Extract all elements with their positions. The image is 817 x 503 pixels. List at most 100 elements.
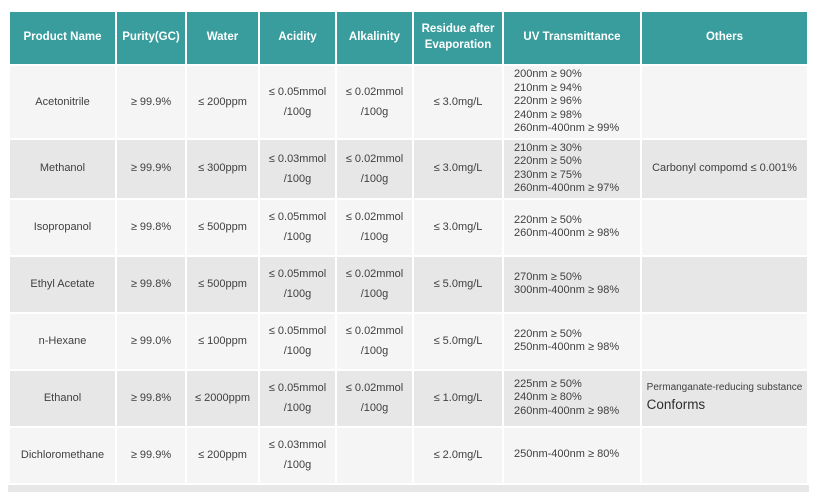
acidity-cell: ≤ 0.05mmol/100g: [260, 66, 335, 138]
spec-table-body: Acetonitrile ≥ 99.9% ≤ 200ppm ≤ 0.05mmol/10…: [10, 66, 807, 483]
value-line: /100g: [360, 402, 389, 414]
value-line: ≥ 99.8%: [130, 220, 172, 233]
value-line: ≤ 200ppm: [198, 448, 247, 461]
table-bottom-edge: [8, 484, 809, 492]
value-line: /100g: [283, 402, 312, 414]
product-name-cell: Ethanol: [10, 370, 115, 426]
value-line: 220nm ≥ 50%: [514, 155, 582, 167]
value-line: 220nm ≥ 50%: [514, 213, 582, 226]
acidity-cell: ≤ 0.05mmol/100g: [260, 370, 335, 426]
header-row: Product Name Purity(GC) Water Acidity Alkali…: [10, 12, 807, 64]
value-line: ≤ 500ppm: [198, 220, 247, 233]
value-line: ≤ 0.05mmol: [268, 268, 327, 280]
water-cell: ≤ 200ppm: [187, 427, 258, 483]
others-value: Conforms: [646, 397, 706, 412]
value-line: ≤ 500ppm: [198, 277, 247, 290]
value-line: /100g: [360, 345, 389, 357]
uv-transmittance-cell: 210nm ≥ 30% 220nm ≥ 50% 230nm ≥ 75% 260nm-4…: [504, 139, 640, 198]
table-row: Isopropanol ≥ 99.8% ≤ 500ppm ≤ 0.05mmol/100…: [10, 199, 807, 255]
alkalinity-cell: ≤ 0.02mmol/100g: [337, 256, 412, 312]
water-cell: ≤ 2000ppm: [187, 370, 258, 426]
acidity-cell: ≤ 0.03mmol/100g: [260, 427, 335, 483]
value-line: ≤ 0.02mmol: [345, 211, 404, 223]
value-line: 260nm-400nm ≥ 99%: [514, 122, 620, 134]
table-row: Methanol ≥ 99.9% ≤ 300ppm ≤ 0.03mmol/100g ≤ …: [10, 139, 807, 198]
acidity-cell: ≤ 0.03mmol/100g: [260, 139, 335, 198]
value-line: ≤ 0.02mmol: [345, 152, 404, 165]
acidity-cell: ≤ 0.05mmol/100g: [260, 199, 335, 255]
others-cell: Permanganate-reducing substance Conforms: [642, 370, 807, 426]
others-note: Permanganate-reducing substance: [646, 382, 803, 393]
alkalinity-cell: ≤ 0.02mmol/100g: [337, 370, 412, 426]
others-cell: [642, 199, 807, 255]
product-name-cell: Dichloromethane: [10, 427, 115, 483]
alkalinity-cell: ≤ 0.02mmol/100g: [337, 66, 412, 138]
value-line: Ethyl Acetate: [30, 277, 95, 290]
value-line: ≤ 0.05mmol: [268, 85, 327, 98]
value-line: /100g: [360, 288, 389, 300]
value-line: 200nm ≥ 90%: [514, 68, 582, 80]
residue-cell: ≤ 5.0mg/L: [414, 256, 502, 312]
value-line: Acetonitrile: [35, 95, 90, 108]
value-line: 240nm ≥ 80%: [514, 391, 582, 404]
value-line: ≤ 100ppm: [198, 334, 247, 347]
residue-cell: ≤ 1.0mg/L: [414, 370, 502, 426]
product-name-cell: Isopropanol: [10, 199, 115, 255]
value-line: /100g: [283, 172, 312, 185]
others-detail: Permanganate-reducing substance Conforms: [647, 382, 803, 414]
residue-cell: ≤ 3.0mg/L: [414, 139, 502, 198]
column-header: Water: [187, 12, 258, 64]
table-row: Acetonitrile ≥ 99.9% ≤ 200ppm ≤ 0.05mmol/10…: [10, 66, 807, 138]
uv-transmittance-cell: 270nm ≥ 50% 300nm-400nm ≥ 98%: [504, 256, 640, 312]
value-line: /100g: [283, 105, 312, 118]
uv-transmittance-cell: 220nm ≥ 50% 250nm-400nm ≥ 98%: [504, 313, 640, 369]
value-line: ≥ 99.8%: [130, 391, 172, 404]
value-line: 220nm ≥ 96%: [514, 95, 582, 107]
value-line: 210nm ≥ 30%: [514, 141, 582, 154]
residue-cell: ≤ 3.0mg/L: [414, 199, 502, 255]
value-line: ≤ 0.03mmol: [268, 152, 327, 165]
alkalinity-cell: ≤ 0.02mmol/100g: [337, 139, 412, 198]
value-line: 270nm ≥ 50%: [514, 270, 582, 283]
value-line: ≥ 99.8%: [130, 277, 172, 290]
value-line: 250nm-400nm ≥ 80%: [514, 448, 620, 461]
value-line: ≤ 3.0mg/L: [433, 162, 483, 175]
value-line: 220nm ≥ 50%: [514, 327, 582, 340]
uv-transmittance-cell: 250nm-400nm ≥ 80%: [504, 427, 640, 483]
product-spec-table: Product Name Purity(GC) Water Acidity Alkali…: [8, 10, 809, 485]
value-line: Carbonyl compomd ≤ 0.001%: [652, 162, 797, 175]
value-line: 240nm ≥ 98%: [514, 108, 582, 121]
value-line: /100g: [283, 288, 312, 300]
value-line: /100g: [283, 459, 312, 471]
water-cell: ≤ 200ppm: [187, 66, 258, 138]
others-cell: [642, 313, 807, 369]
table-row: Dichloromethane ≥ 99.9% ≤ 200ppm ≤ 0.03mmol…: [10, 427, 807, 483]
others-cell: Carbonyl compomd ≤ 0.001%: [642, 139, 807, 198]
purity-cell: ≥ 99.9%: [117, 427, 185, 483]
purity-cell: ≥ 99.9%: [117, 139, 185, 198]
value-line: /100g: [283, 345, 312, 357]
others-cell: [642, 66, 807, 138]
value-line: n-Hexane: [38, 334, 87, 347]
others-cell: [642, 427, 807, 483]
value-line: ≤ 300ppm: [198, 162, 247, 175]
value-line: ≤ 0.03mmol: [268, 439, 327, 451]
value-line: ≤ 0.02mmol: [345, 325, 404, 337]
value-line: ≤ 5.0mg/L: [433, 334, 483, 347]
value-line: ≤ 3.0mg/L: [433, 95, 483, 108]
value-line: Ethanol: [43, 391, 82, 404]
alkalinity-cell: [337, 427, 412, 483]
value-line: /100g: [360, 231, 389, 243]
value-line: Methanol: [39, 162, 86, 175]
value-line: ≥ 99.9%: [130, 162, 172, 175]
purity-cell: ≥ 99.9%: [117, 66, 185, 138]
value-line: /100g: [360, 172, 389, 185]
value-line: ≤ 2.0mg/L: [433, 448, 483, 461]
value-line: 230nm ≥ 75%: [514, 168, 582, 181]
column-header: Acidity: [260, 12, 335, 64]
column-header: Residue after Evaporation: [414, 12, 502, 64]
column-header: Purity(GC): [117, 12, 185, 64]
residue-cell: ≤ 3.0mg/L: [414, 66, 502, 138]
value-line: ≥ 99.9%: [130, 448, 172, 461]
product-name-cell: Methanol: [10, 139, 115, 198]
